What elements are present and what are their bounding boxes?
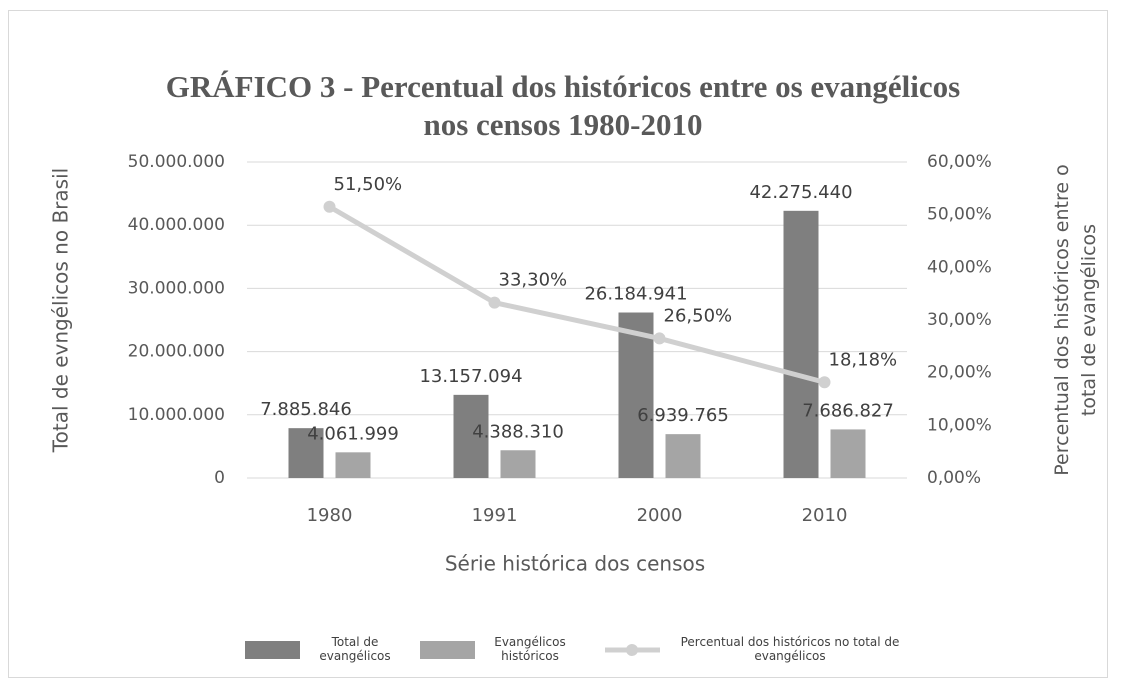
y2-tick-label: 60,00% <box>927 152 992 172</box>
data-label: 33,30% <box>499 270 568 291</box>
data-label: 26,50% <box>664 305 733 326</box>
y-tick-label: 10.000.000 <box>128 405 225 425</box>
data-label: 26.184.941 <box>584 284 687 305</box>
bar <box>618 312 654 478</box>
line-point <box>488 296 501 309</box>
y2-tick-label: 0,00% <box>927 468 981 488</box>
x-tick-label: 2000 <box>637 505 683 526</box>
x-tick-label: 2010 <box>802 505 848 526</box>
bar <box>335 452 371 478</box>
bar <box>665 434 701 478</box>
line-point <box>323 200 336 213</box>
y2-tick-label: 30,00% <box>927 310 992 330</box>
y-tick-label: 50.000.000 <box>128 152 225 172</box>
y-tick-label: 0 <box>214 468 225 488</box>
legend-label: Percentual dos históricos no total de ev… <box>680 635 900 663</box>
data-label: 4.388.310 <box>472 421 564 442</box>
y2-tick-label: 10,00% <box>927 415 992 435</box>
data-label: 13.157.094 <box>419 366 522 387</box>
x-tick-label: 1991 <box>472 505 518 526</box>
y2-axis-label: Percentual dos históricos entre o total … <box>1051 164 1100 476</box>
x-axis-label: Série histórica dos censos <box>445 552 705 576</box>
bar <box>288 428 324 478</box>
y-tick-label: 40.000.000 <box>128 215 225 235</box>
bar <box>453 394 489 478</box>
bar <box>830 429 866 478</box>
bar <box>500 450 536 478</box>
data-label: 51,50% <box>334 174 403 195</box>
data-label: 4.061.999 <box>307 423 399 444</box>
y-tick-label: 20.000.000 <box>128 342 225 362</box>
data-label: 7.686.827 <box>802 400 894 421</box>
data-label: 6.939.765 <box>637 405 729 426</box>
y-tick-label: 30.000.000 <box>128 278 225 298</box>
data-label: 18,18% <box>829 349 898 370</box>
legend-marker <box>420 641 475 659</box>
bar <box>783 210 819 478</box>
y2-tick-label: 40,00% <box>927 257 992 277</box>
chart-frame <box>8 10 1108 678</box>
y-axis-label: Total de evngélicos no Brasil <box>49 168 73 453</box>
y2-tick-label: 20,00% <box>927 363 992 383</box>
legend-label: Total de evangélicos <box>319 635 391 663</box>
line-point <box>653 332 666 345</box>
x-tick-label: 1980 <box>307 505 353 526</box>
line-point <box>818 376 831 389</box>
y2-tick-label: 50,00% <box>927 205 992 225</box>
line <box>328 204 826 385</box>
legend-label: Evangélicos históricos <box>494 635 566 663</box>
legend-marker <box>626 644 638 656</box>
chart-title: GRÁFICO 3 - Percentual dos históricos en… <box>165 69 961 142</box>
legend-marker <box>245 641 300 659</box>
data-label: 7.885.846 <box>260 399 352 420</box>
data-label: 42.275.440 <box>749 182 852 203</box>
